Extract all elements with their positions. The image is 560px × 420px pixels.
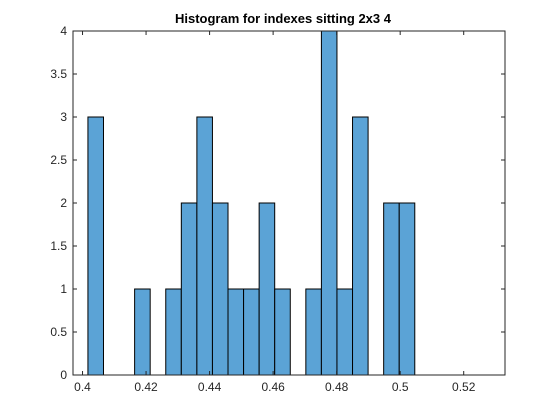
y-tick-label: 1 — [60, 282, 67, 296]
y-tick-label: 4 — [60, 24, 67, 38]
histogram-bar-19 — [383, 202, 400, 376]
x-tick-label: 0.46 — [261, 380, 285, 394]
x-tick-label: 0.44 — [198, 380, 222, 394]
histogram-bar-11 — [258, 202, 276, 376]
x-tick-label: 0.42 — [134, 380, 158, 394]
y-tick-label: 0.5 — [50, 325, 67, 339]
histogram-bar-7 — [196, 116, 213, 376]
histogram-bar-5 — [165, 288, 182, 376]
histogram-bar-16 — [336, 288, 354, 376]
histogram-bar-9 — [227, 288, 245, 376]
y-tick-label: 0 — [60, 368, 67, 382]
x-tick-label: 0.5 — [392, 380, 409, 394]
x-tick-label: 0.48 — [325, 380, 349, 394]
y-tick-label: 3 — [60, 110, 67, 124]
histogram-bar-12 — [274, 288, 291, 376]
histogram-bar-20 — [398, 202, 416, 376]
y-axis: 0 0.5 1 1.5 2 2.5 3 3.5 4 — [50, 24, 505, 382]
y-tick-label: 3.5 — [50, 67, 67, 81]
histogram-bar-10 — [243, 288, 260, 376]
histogram-bar-15 — [320, 30, 338, 376]
x-axis: 0.4 0.42 0.44 0.46 0.48 0.5 0.52 — [74, 31, 476, 394]
x-tick-label: 0.52 — [452, 380, 476, 394]
histogram-bar-6 — [180, 202, 198, 376]
histogram-bar-3 — [134, 288, 151, 376]
y-tick-label: 2 — [60, 196, 67, 210]
y-tick-label: 1.5 — [50, 239, 67, 253]
histogram-bar-0 — [87, 116, 104, 376]
chart-title: Histogram for indexes sitting 2x3 4 — [175, 11, 392, 26]
histogram-bar-17 — [352, 116, 369, 376]
bars-group — [87, 30, 416, 376]
y-tick-label: 2.5 — [50, 153, 67, 167]
histogram-bar-8 — [211, 202, 229, 376]
x-tick-label: 0.4 — [74, 380, 91, 394]
histogram-bar-14 — [305, 288, 322, 376]
